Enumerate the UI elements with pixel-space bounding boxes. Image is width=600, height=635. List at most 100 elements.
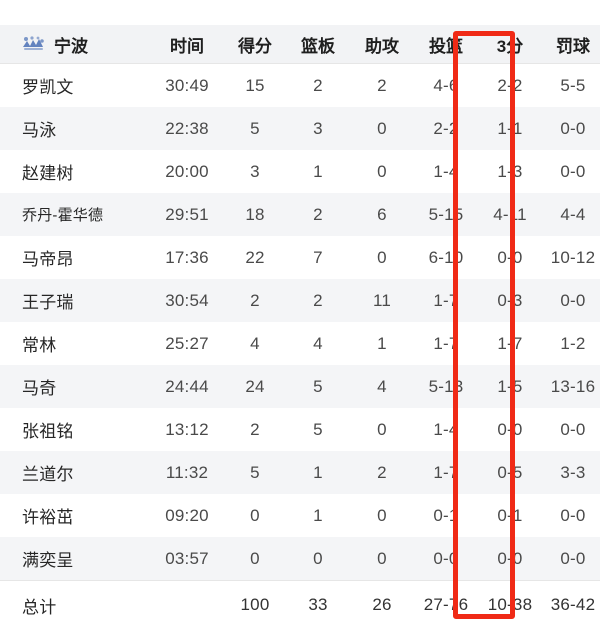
column-header-ft[interactable]: 罚球: [542, 25, 600, 64]
table-row[interactable]: 马帝昂 17:36 22 7 0 6-10 0-0 10-12: [0, 236, 600, 279]
totals-fg: 27-76: [414, 580, 478, 629]
totals-three-point: 10-38: [478, 580, 542, 629]
cell-fg: 6-10: [414, 236, 478, 279]
cell-reb: 4: [286, 322, 350, 365]
cell-three-point: 0-5: [478, 451, 542, 494]
cell-pts: 24: [224, 365, 286, 408]
cell-ft: 0-0: [542, 150, 600, 193]
cell-min: 17:36: [150, 236, 224, 279]
player-name[interactable]: 罗凯文: [0, 63, 150, 107]
player-name[interactable]: 乔丹-霍华德: [0, 193, 150, 236]
cell-fg: 2-2: [414, 107, 478, 150]
totals-row: 总计 100 33 26 27-76 10-38 36-42: [0, 580, 600, 629]
cell-reb: 1: [286, 494, 350, 537]
table-row[interactable]: 王子瑞 30:54 2 2 11 1-7 0-3 0-0: [0, 279, 600, 322]
cell-min: 30:49: [150, 63, 224, 107]
top-spacer: [0, 0, 600, 25]
cell-fg: 1-4: [414, 408, 478, 451]
table-row[interactable]: 兰道尔 11:32 5 1 2 1-7 0-5 3-3: [0, 451, 600, 494]
player-name[interactable]: 常林: [0, 322, 150, 365]
cell-reb: 5: [286, 408, 350, 451]
player-name[interactable]: 王子瑞: [0, 279, 150, 322]
cell-fg: 4-6: [414, 63, 478, 107]
cell-ft: 13-16: [542, 365, 600, 408]
cell-min: 29:51: [150, 193, 224, 236]
cell-ft: 0-0: [542, 279, 600, 322]
cell-ast: 0: [350, 150, 414, 193]
cell-ft: 5-5: [542, 63, 600, 107]
cell-three-point: 2-2: [478, 63, 542, 107]
cell-pts: 2: [224, 279, 286, 322]
cell-ast: 4: [350, 365, 414, 408]
cell-fg: 1-4: [414, 150, 478, 193]
table-row[interactable]: 许裕茁 09:20 0 1 0 0-1 0-1 0-0: [0, 494, 600, 537]
cell-ast: 2: [350, 63, 414, 107]
player-name[interactable]: 许裕茁: [0, 494, 150, 537]
cell-reb: 5: [286, 365, 350, 408]
player-name[interactable]: 马帝昂: [0, 236, 150, 279]
cell-ast: 0: [350, 408, 414, 451]
cell-pts: 3: [224, 150, 286, 193]
cell-three-point: 1-5: [478, 365, 542, 408]
cell-ast: 2: [350, 451, 414, 494]
totals-ft: 36-42: [542, 580, 600, 629]
cell-ft: 1-2: [542, 322, 600, 365]
table-row[interactable]: 张祖铭 13:12 2 5 0 1-4 0-0 0-0: [0, 408, 600, 451]
cell-min: 25:27: [150, 322, 224, 365]
cell-pts: 22: [224, 236, 286, 279]
cell-fg: 5-13: [414, 365, 478, 408]
table-row[interactable]: 满奕呈 03:57 0 0 0 0-0 0-0 0-0: [0, 537, 600, 581]
cell-ft: 3-3: [542, 451, 600, 494]
column-header-fg[interactable]: 投篮: [414, 25, 478, 64]
column-header-reb[interactable]: 篮板: [286, 25, 350, 64]
cell-pts: 0: [224, 537, 286, 581]
player-name[interactable]: 满奕呈: [0, 537, 150, 581]
totals-label: 总计: [0, 580, 150, 629]
cell-min: 13:12: [150, 408, 224, 451]
cell-pts: 4: [224, 322, 286, 365]
cell-min: 24:44: [150, 365, 224, 408]
cell-fg: 0-1: [414, 494, 478, 537]
player-name[interactable]: 马泳: [0, 107, 150, 150]
column-header-pts[interactable]: 得分: [224, 25, 286, 64]
cell-pts: 5: [224, 451, 286, 494]
column-header-ast[interactable]: 助攻: [350, 25, 414, 64]
totals-ast: 26: [350, 580, 414, 629]
player-name[interactable]: 兰道尔: [0, 451, 150, 494]
team-header-cell[interactable]: 宁波: [0, 25, 150, 64]
table-row[interactable]: 常林 25:27 4 4 1 1-7 1-7 1-2: [0, 322, 600, 365]
table-header: 宁波 时间 得分 篮板 助攻 投篮 3分 罚球 投: [0, 25, 600, 64]
cell-min: 22:38: [150, 107, 224, 150]
cell-ft: 10-12: [542, 236, 600, 279]
column-header-min[interactable]: 时间: [150, 25, 224, 64]
player-name[interactable]: 赵建树: [0, 150, 150, 193]
table-row[interactable]: 赵建树 20:00 3 1 0 1-4 1-3 0-0: [0, 150, 600, 193]
cell-ft: 0-0: [542, 537, 600, 581]
cell-three-point: 0-0: [478, 408, 542, 451]
cell-three-point: 0-1: [478, 494, 542, 537]
cell-ft: 0-0: [542, 494, 600, 537]
cell-min: 20:00: [150, 150, 224, 193]
cell-ft: 0-0: [542, 408, 600, 451]
cell-ft: 4-4: [542, 193, 600, 236]
cell-ast: 0: [350, 107, 414, 150]
cell-three-point: 0-0: [478, 537, 542, 581]
cell-reb: 7: [286, 236, 350, 279]
cell-min: 03:57: [150, 537, 224, 581]
table-row[interactable]: 马泳 22:38 5 3 0 2-2 1-1 0-0: [0, 107, 600, 150]
totals-pts: 100: [224, 580, 286, 629]
player-name[interactable]: 马奇: [0, 365, 150, 408]
player-name[interactable]: 张祖铭: [0, 408, 150, 451]
cell-three-point: 1-7: [478, 322, 542, 365]
cell-pts: 18: [224, 193, 286, 236]
cell-fg: 1-7: [414, 279, 478, 322]
cell-reb: 2: [286, 279, 350, 322]
table-row[interactable]: 罗凯文 30:49 15 2 2 4-6 2-2 5-5: [0, 63, 600, 107]
table-row[interactable]: 马奇 24:44 24 5 4 5-13 1-5 13-16: [0, 365, 600, 408]
cell-pts: 0: [224, 494, 286, 537]
cell-three-point: 1-1: [478, 107, 542, 150]
column-header-three-point[interactable]: 3分: [478, 25, 542, 64]
cell-reb: 1: [286, 451, 350, 494]
table-row[interactable]: 乔丹-霍华德 29:51 18 2 6 5-15 4-11 4-4: [0, 193, 600, 236]
cell-reb: 2: [286, 63, 350, 107]
